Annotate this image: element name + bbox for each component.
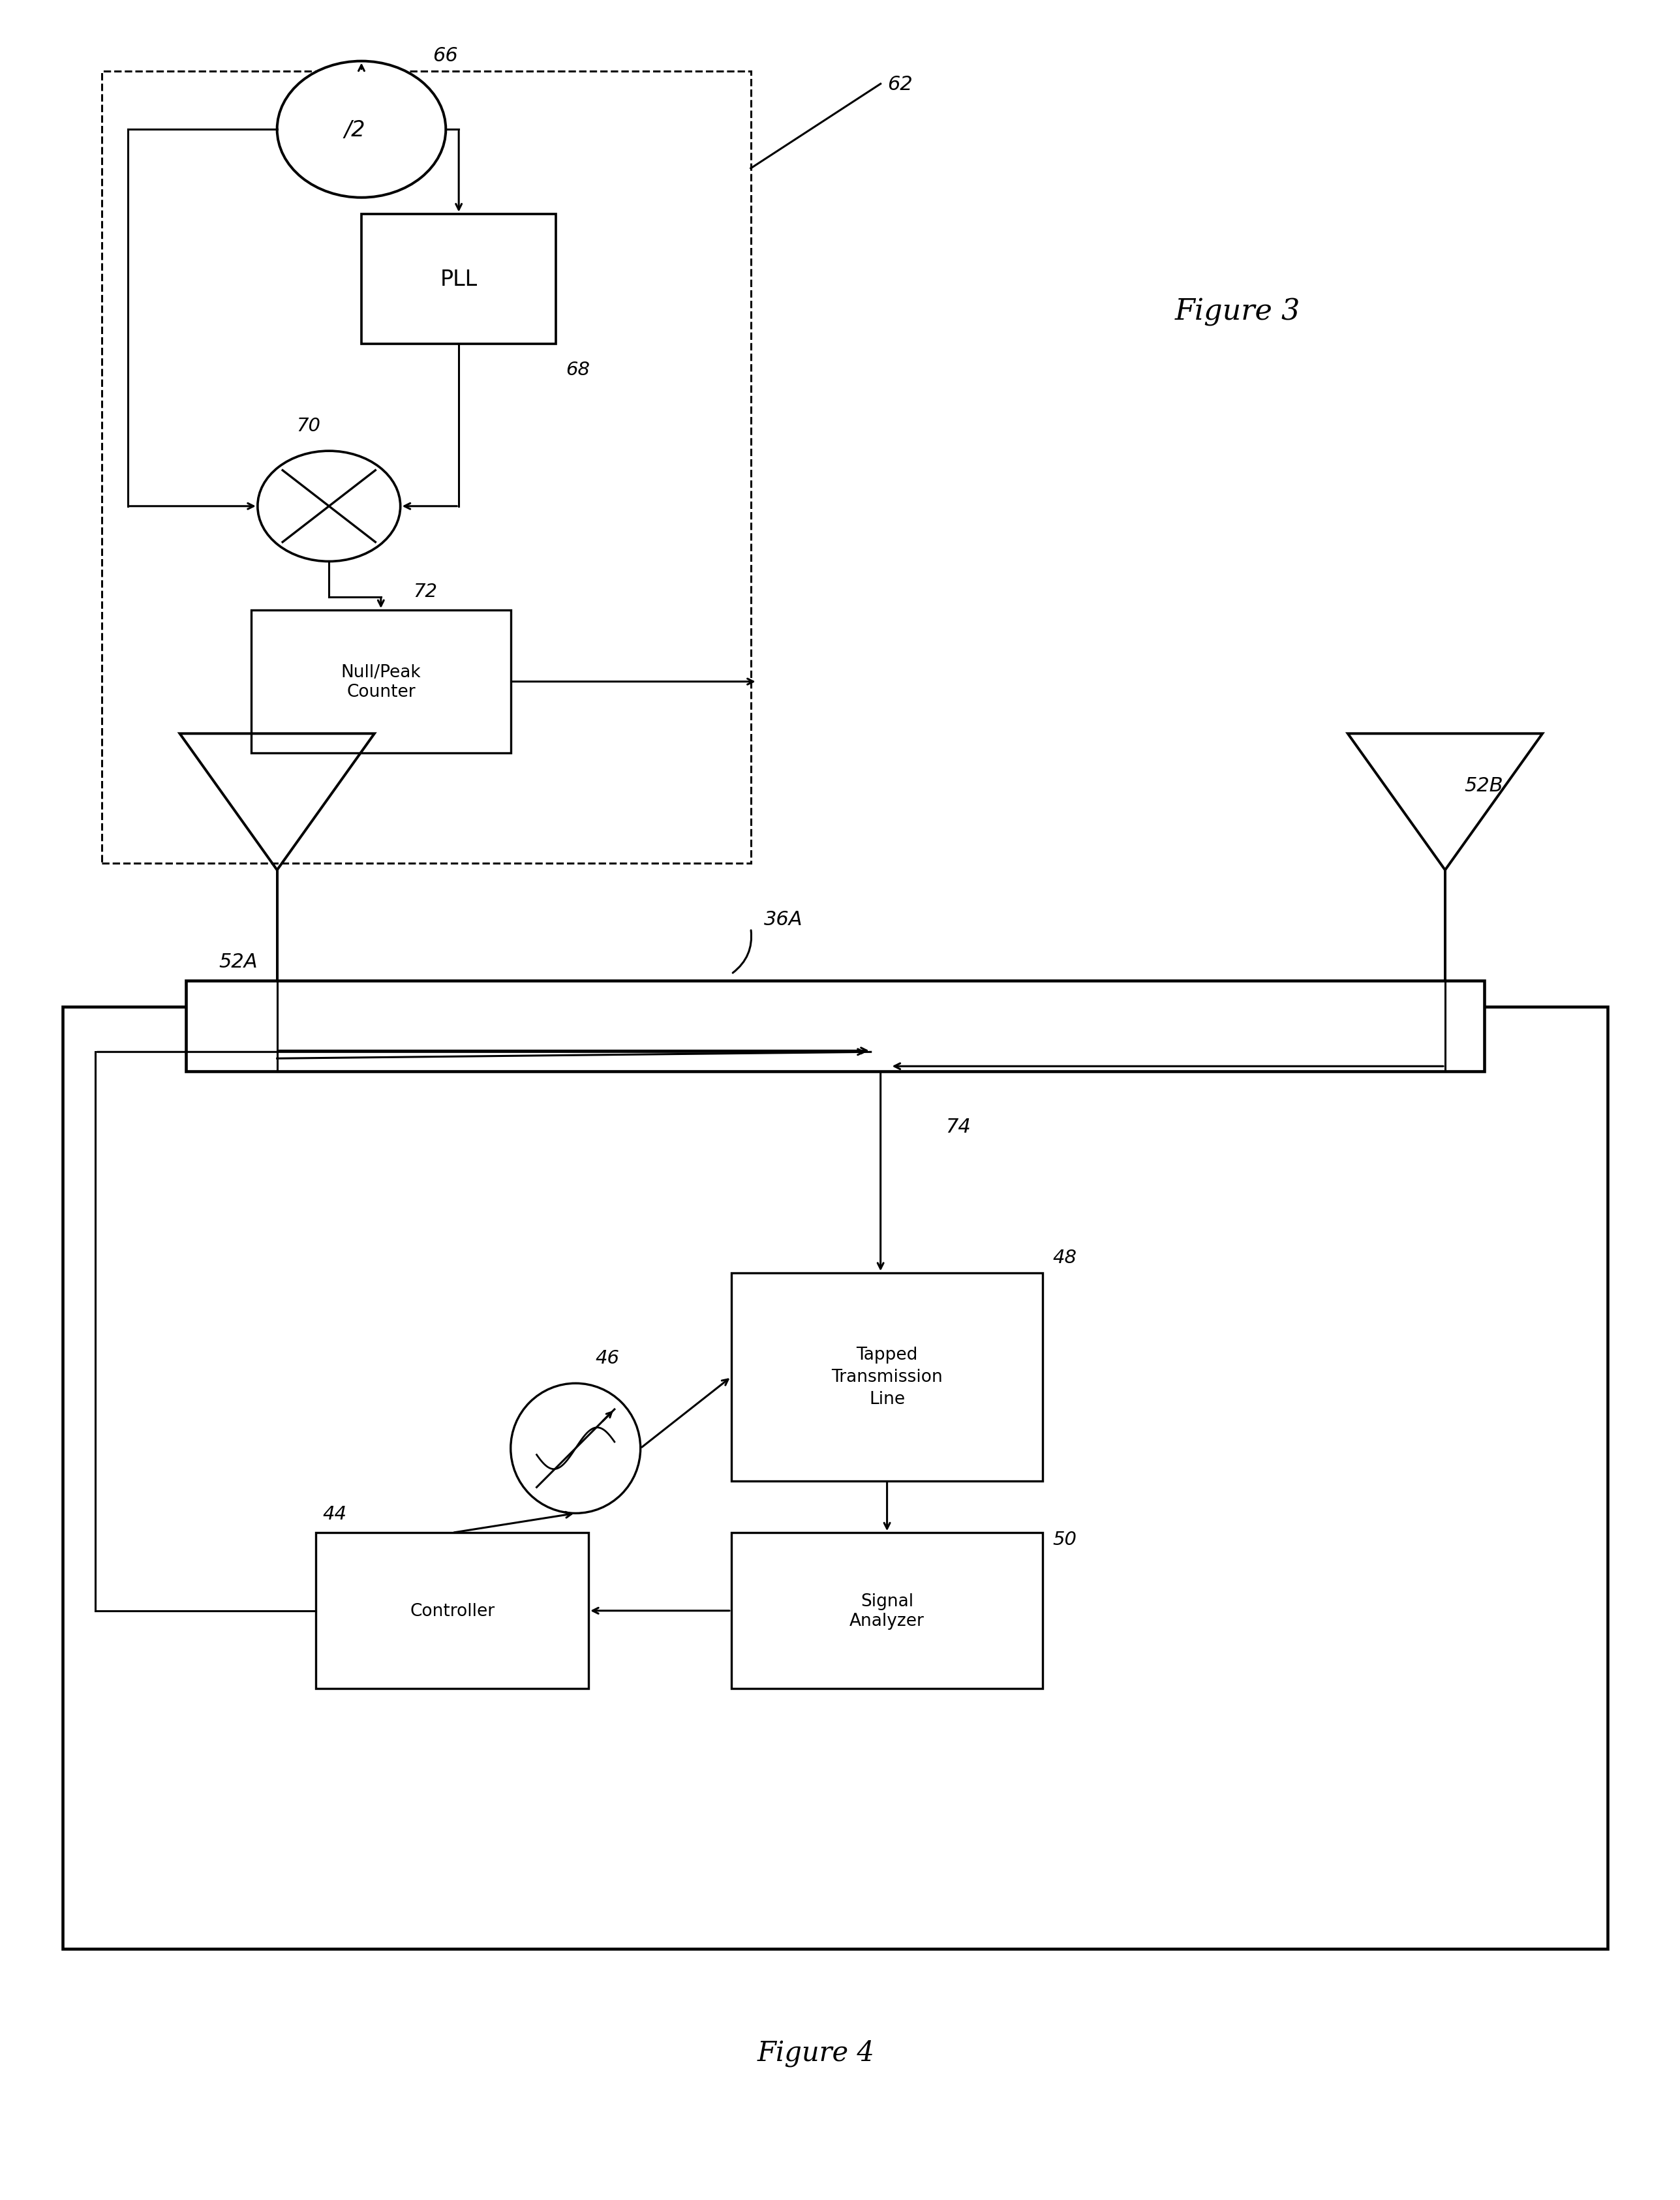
Bar [62, 1008, 1608, 1949]
Text: 70: 70 [297, 418, 321, 436]
Text: Null/Peak
Counter: Null/Peak Counter [341, 664, 422, 700]
Ellipse shape [257, 451, 400, 561]
Text: 74: 74 [946, 1118, 971, 1135]
Text: 36A: 36A [764, 911, 803, 928]
Text: PLL: PLL [440, 268, 477, 290]
Bar [102, 70, 751, 865]
Text: 50: 50 [1052, 1531, 1077, 1549]
Text: Figure 3: Figure 3 [1174, 297, 1300, 326]
Bar [731, 1274, 1043, 1481]
Text: Tapped
Transmission
Line: Tapped Transmission Line [832, 1346, 942, 1408]
Text: 62: 62 [887, 75, 912, 95]
Bar [186, 981, 1483, 1071]
Text: Signal
Analyzer: Signal Analyzer [850, 1593, 924, 1630]
Circle shape [511, 1384, 640, 1514]
Text: 46: 46 [595, 1349, 620, 1366]
Text: 66: 66 [433, 46, 459, 66]
Text: Figure 4: Figure 4 [758, 2039, 874, 2066]
Text: 68: 68 [566, 361, 590, 378]
Text: 52A: 52A [218, 953, 257, 970]
Text: Controller: Controller [410, 1602, 494, 1619]
Text: 72: 72 [413, 583, 437, 601]
Text: /2: /2 [344, 119, 366, 141]
Text: 52B: 52B [1465, 777, 1504, 796]
Ellipse shape [277, 62, 445, 198]
Text: 44: 44 [323, 1505, 346, 1522]
Bar [361, 213, 556, 343]
Bar [250, 612, 511, 752]
Bar [731, 1533, 1043, 1690]
Bar [316, 1533, 588, 1690]
Text: 48: 48 [1052, 1247, 1077, 1267]
